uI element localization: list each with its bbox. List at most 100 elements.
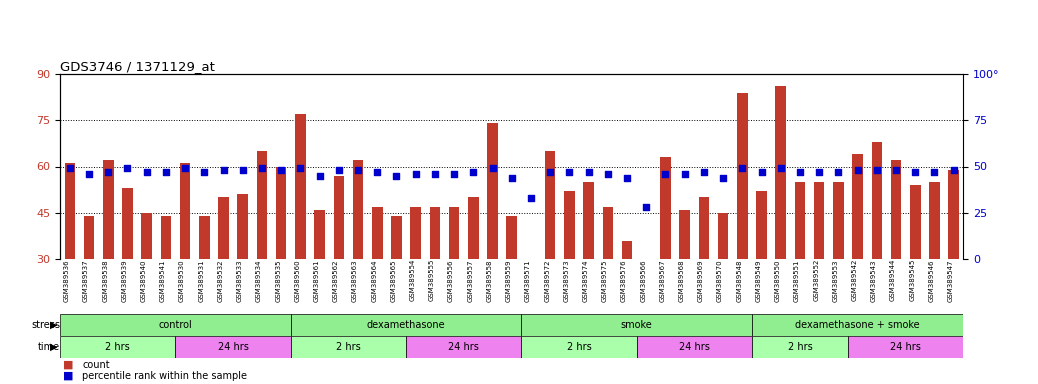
Text: stress: stress	[31, 320, 60, 330]
Bar	[333, 176, 344, 259]
Text: GSM389553: GSM389553	[832, 259, 839, 301]
Text: 24 hrs: 24 hrs	[218, 342, 248, 352]
Point	[869, 167, 885, 173]
Text: GSM389558: GSM389558	[487, 259, 492, 301]
Bar	[122, 188, 133, 259]
Bar	[929, 182, 939, 259]
Point	[61, 165, 78, 171]
Point	[330, 167, 347, 173]
Bar	[276, 167, 286, 259]
Text: 2 hrs: 2 hrs	[336, 342, 361, 352]
Bar	[737, 93, 747, 259]
Bar	[718, 213, 729, 259]
Bar	[949, 170, 959, 259]
Bar	[852, 154, 863, 259]
Text: GSM389564: GSM389564	[372, 259, 377, 301]
Point	[119, 165, 136, 171]
Point	[273, 167, 290, 173]
Bar	[660, 157, 671, 259]
Bar	[372, 207, 383, 259]
Bar	[199, 216, 210, 259]
Point	[235, 167, 251, 173]
Bar	[180, 164, 190, 259]
Bar	[891, 161, 901, 259]
Point	[619, 174, 635, 180]
Bar	[391, 216, 402, 259]
Point	[138, 169, 155, 175]
Point	[657, 171, 674, 177]
Text: ▶: ▶	[50, 342, 57, 352]
Point	[638, 204, 655, 210]
Text: 2 hrs: 2 hrs	[106, 342, 130, 352]
Point	[677, 171, 693, 177]
Point	[158, 169, 174, 175]
Point	[196, 169, 213, 175]
Point	[388, 173, 405, 179]
Bar	[583, 182, 594, 259]
Text: control: control	[159, 320, 192, 330]
Text: GSM389547: GSM389547	[948, 259, 954, 301]
Text: GSM389575: GSM389575	[602, 259, 608, 301]
Text: GSM389540: GSM389540	[141, 259, 146, 301]
Text: 24 hrs: 24 hrs	[891, 342, 921, 352]
Text: 24 hrs: 24 hrs	[448, 342, 480, 352]
Bar	[834, 182, 844, 259]
Text: GSM389561: GSM389561	[313, 259, 320, 301]
Text: GSM389551: GSM389551	[794, 259, 800, 301]
Point	[695, 169, 712, 175]
Text: GSM389556: GSM389556	[448, 259, 454, 301]
Point	[830, 169, 847, 175]
Text: GSM389534: GSM389534	[256, 259, 262, 301]
Text: dexamethasone: dexamethasone	[366, 320, 445, 330]
Text: GSM389535: GSM389535	[275, 259, 281, 301]
Text: GSM389562: GSM389562	[333, 259, 338, 301]
Point	[946, 167, 962, 173]
Point	[580, 169, 597, 175]
Point	[292, 165, 308, 171]
Point	[792, 169, 809, 175]
Point	[811, 169, 827, 175]
Text: GSM389573: GSM389573	[564, 259, 570, 301]
Bar	[564, 191, 575, 259]
Text: ■: ■	[63, 360, 74, 370]
Text: GSM389574: GSM389574	[582, 259, 589, 301]
Bar	[622, 240, 632, 259]
Text: GSM389563: GSM389563	[352, 259, 358, 301]
Point	[715, 174, 732, 180]
Bar	[752, 314, 963, 336]
Bar	[410, 207, 421, 259]
Text: GSM389566: GSM389566	[640, 259, 647, 301]
Bar	[757, 191, 767, 259]
Bar	[521, 336, 636, 358]
Point	[445, 171, 462, 177]
Point	[600, 171, 617, 177]
Point	[465, 169, 482, 175]
Point	[253, 165, 270, 171]
Bar	[315, 210, 325, 259]
Text: GSM389552: GSM389552	[813, 259, 819, 301]
Text: GDS3746 / 1371129_at: GDS3746 / 1371129_at	[60, 60, 215, 73]
Point	[734, 165, 750, 171]
Bar	[448, 207, 460, 259]
Text: dexamethasone + smoke: dexamethasone + smoke	[795, 320, 920, 330]
Point	[311, 173, 328, 179]
Bar	[64, 164, 75, 259]
Text: ■: ■	[63, 371, 74, 381]
Text: count: count	[82, 360, 110, 370]
Text: smoke: smoke	[621, 320, 653, 330]
Bar	[487, 123, 498, 259]
Bar	[680, 210, 690, 259]
Point	[427, 171, 443, 177]
Bar	[291, 336, 406, 358]
Text: GSM389530: GSM389530	[180, 259, 185, 301]
Point	[887, 167, 904, 173]
Point	[368, 169, 385, 175]
Bar	[507, 216, 517, 259]
Point	[754, 169, 770, 175]
Text: GSM389557: GSM389557	[467, 259, 473, 301]
Text: GSM389560: GSM389560	[295, 259, 300, 301]
Bar	[910, 185, 921, 259]
Text: ▶: ▶	[50, 320, 57, 330]
Text: 24 hrs: 24 hrs	[679, 342, 710, 352]
Bar	[141, 213, 152, 259]
